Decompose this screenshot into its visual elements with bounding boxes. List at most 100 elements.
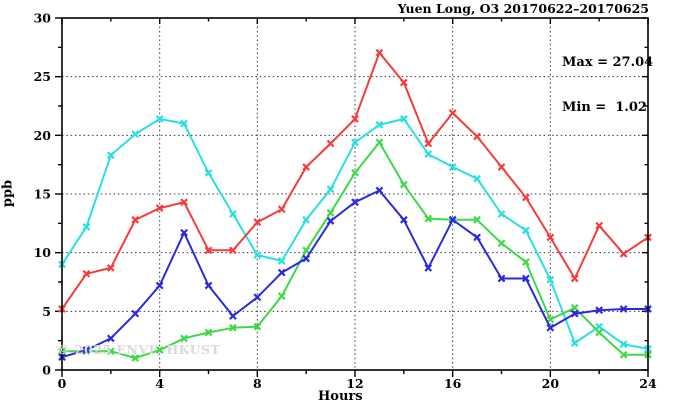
series-red: [58, 48, 652, 313]
marker-blue: [106, 334, 115, 343]
marker-blue: [204, 281, 213, 290]
tick-labels: 0 5 10 15 20 25 30 0 4 8 12 16 20 24: [34, 11, 657, 392]
marker-green: [131, 354, 140, 362]
marker-green: [570, 303, 579, 312]
marker-cyan: [424, 150, 433, 158]
marker-blue: [229, 312, 237, 320]
marker-blue: [277, 268, 286, 277]
marker-green: [277, 292, 286, 300]
marker-cyan: [106, 151, 115, 160]
marker-green: [619, 350, 628, 359]
marker-red: [204, 246, 213, 255]
x-axis-label: Hours: [318, 389, 363, 404]
marker-cyan: [619, 340, 628, 349]
marker-green: [595, 328, 604, 337]
marker-green: [155, 346, 164, 354]
marker-blue: [326, 217, 335, 225]
marker-red: [619, 249, 628, 258]
y-tick-label: 15: [34, 187, 51, 202]
marker-blue: [619, 305, 628, 313]
marker-green: [473, 215, 481, 224]
marker-cyan: [595, 322, 604, 331]
marker-blue: [424, 264, 433, 272]
max-min-annotation: Max = 27.04 Min = 1.02: [562, 25, 653, 145]
marker-cyan: [155, 115, 164, 123]
y-tick-label: 5: [42, 304, 51, 319]
marker-green: [399, 180, 408, 189]
marker-red: [522, 193, 530, 202]
marker-cyan: [229, 210, 237, 218]
marker-red: [473, 132, 481, 141]
series-blue: [58, 186, 652, 361]
marker-cyan: [253, 251, 262, 259]
marker-cyan: [131, 130, 140, 139]
marker-cyan: [399, 115, 408, 123]
marker-blue: [131, 309, 140, 318]
marker-cyan: [546, 275, 555, 284]
gridlines: [62, 18, 648, 370]
x-tick-label: 4: [155, 376, 164, 391]
marker-red: [253, 218, 262, 227]
marker-green: [204, 328, 213, 337]
max-value-label: Max = 27.04: [562, 55, 654, 70]
marker-cyan: [277, 257, 286, 265]
y-axis-label: ppb: [0, 179, 16, 208]
marker-cyan: [522, 226, 530, 235]
y-tick-label: 10: [34, 245, 52, 260]
marker-red: [131, 215, 140, 224]
marker-red: [180, 198, 188, 207]
marker-red: [326, 139, 335, 148]
y-tick-label: 25: [34, 69, 51, 84]
marker-green: [253, 322, 262, 331]
marker-red: [375, 48, 384, 57]
y-tick-label: 20: [34, 128, 52, 143]
marker-blue: [82, 346, 91, 354]
marker-green: [326, 208, 335, 217]
y-tick-label: 30: [34, 11, 52, 26]
marker-cyan: [204, 169, 213, 177]
marker-green: [180, 334, 188, 343]
marker-red: [424, 139, 433, 148]
marker-red: [155, 204, 164, 212]
marker-green: [375, 138, 384, 147]
marker-green: [106, 347, 115, 356]
marker-cyan: [375, 120, 384, 129]
marker-blue: [473, 233, 481, 242]
x-tick-label: 8: [253, 376, 262, 391]
marker-red: [82, 269, 91, 278]
x-tick-label: 16: [444, 376, 462, 391]
marker-cyan: [326, 185, 335, 194]
marker-red: [448, 109, 457, 117]
marker-cyan: [351, 138, 359, 147]
marker-cyan: [302, 215, 311, 224]
marker-blue: [253, 293, 262, 302]
marker-red: [595, 221, 604, 230]
marker-blue: [155, 281, 164, 290]
marker-blue: [448, 215, 457, 224]
marker-cyan: [82, 222, 91, 231]
marker-cyan: [473, 174, 481, 183]
marker-green: [302, 246, 311, 255]
marker-cyan: [570, 339, 579, 347]
chart-title: Yuen Long, O3 20170622–20170625: [397, 1, 649, 16]
marker-green: [229, 323, 237, 332]
series-cyan: [58, 115, 652, 353]
marker-blue: [497, 274, 506, 283]
y-tick-label: 0: [42, 363, 51, 378]
marker-red: [497, 163, 506, 171]
marker-red: [399, 78, 408, 87]
x-tick-label: 0: [58, 376, 67, 391]
marker-blue: [570, 309, 579, 318]
marker-cyan: [497, 210, 506, 218]
marker-blue: [180, 228, 188, 237]
x-tick-label: 24: [639, 376, 657, 391]
marker-red: [277, 205, 286, 214]
marker-red: [302, 163, 311, 171]
marker-red: [570, 274, 579, 283]
marker-green: [522, 258, 530, 266]
x-tick-label: 20: [542, 376, 560, 391]
marker-cyan: [448, 163, 457, 171]
watermark-text: © 2025 ENVF, HKUST: [57, 342, 221, 357]
